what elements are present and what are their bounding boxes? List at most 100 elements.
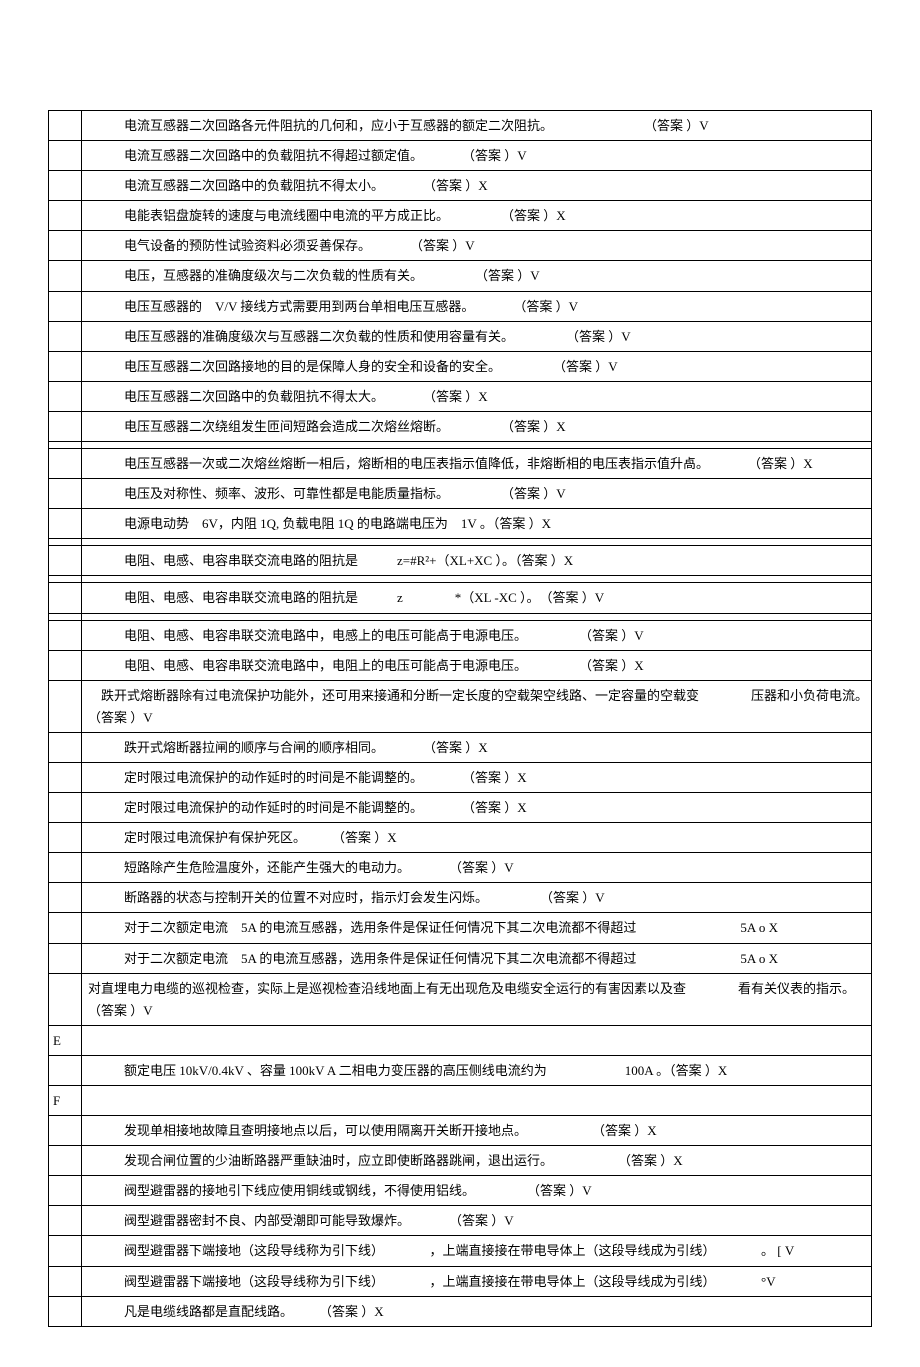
row-text: 定时限过电流保护有保护死区。 （答案 ）X — [82, 823, 872, 853]
row-letter: E — [49, 1025, 82, 1055]
table-row: 跌开式熔断器拉闸的顺序与合闸的顺序相同。 （答案 ）X — [49, 732, 872, 762]
row-letter — [49, 1206, 82, 1236]
row-letter — [49, 613, 82, 620]
row-text: 阀型避雷器的接地引下线应使用铜线或钢线，不得使用铝线。 （答案 ）V — [82, 1176, 872, 1206]
row-letter — [49, 576, 82, 583]
table-row: 电流互感器二次回路中的负载阻抗不得太小。 （答案 ）X — [49, 171, 872, 201]
table-row — [49, 613, 872, 620]
table-row — [49, 539, 872, 546]
row-letter — [49, 509, 82, 539]
row-letter — [49, 1116, 82, 1146]
row-text: 电源电动势 6V，内阻 1Q, 负载电阻 1Q 的电路端电压为 1V 。（答案 … — [82, 509, 872, 539]
table-row: 定时限过电流保护有保护死区。 （答案 ）X — [49, 823, 872, 853]
row-text: 阀型避雷器下端接地（这段导线称为引下线） ，上端直接接在带电导体上（这段导线成为… — [82, 1236, 872, 1266]
row-text: 凡是电缆线路都是直配线路。 （答案 ）X — [82, 1296, 872, 1326]
table-row: 电压及对称性、频率、波形、可靠性都是电能质量指标。 （答案 ）V — [49, 479, 872, 509]
row-letter — [49, 973, 82, 1025]
row-letter — [49, 381, 82, 411]
row-text: 电阻、电感、电容串联交流电路中，电阻上的电压可能卨于电源电压。 （答案 ）X — [82, 650, 872, 680]
table-row: 电阻、电感、电容串联交流电路的阻抗是 z *（XL -XC ）。 （答案 ）V — [49, 583, 872, 613]
table-row: 电阻、电感、电容串联交流电路的阻抗是 z=#R²+（XL+XC ）。（答案 ）X — [49, 546, 872, 576]
row-text: 电气设备的预防性试验资料必须妥善保存。 （答案 ）V — [82, 231, 872, 261]
row-letter — [49, 650, 82, 680]
row-letter — [49, 291, 82, 321]
row-text — [82, 1025, 872, 1055]
row-text: 断路器的状态与控制开关的位置不对应时，指示灯会发生闪烁。 （答案 ）V — [82, 883, 872, 913]
row-letter — [49, 793, 82, 823]
row-text — [82, 1086, 872, 1116]
table-row: 电压互感器二次回路中的负载阻抗不得太大。 （答案 ）X — [49, 381, 872, 411]
row-text: 电压，互感器的准确度级次与二次负载的性质有关。 （答案 ）V — [82, 261, 872, 291]
row-letter — [49, 1176, 82, 1206]
table-row: 电流互感器二次回路各元件阻抗的几何和，应小于互感器的额定二次阻抗。 （答案 ）V — [49, 111, 872, 141]
row-letter — [49, 411, 82, 441]
table-row: 额定电压 10kV/0.4kV 、容量 100kV A 二相电力变压器的高压侧线… — [49, 1055, 872, 1085]
row-text — [82, 576, 872, 583]
row-letter — [49, 171, 82, 201]
row-text: 对于二次额定电流 5A 的电流互感器，选用条件是保证任何情况下其二次电流都不得超… — [82, 913, 872, 943]
row-text — [82, 613, 872, 620]
row-letter — [49, 546, 82, 576]
row-letter — [49, 620, 82, 650]
row-text: 电压互感器二次回路接地的目的是保障人身的安全和设备的安全。 （答案 ）V — [82, 351, 872, 381]
row-letter — [49, 1236, 82, 1266]
row-letter — [49, 1146, 82, 1176]
table-row: 电压互感器的准确度级次与互感器二次负载的性质和使用容量有关。 （答案 ）V — [49, 321, 872, 351]
row-text: 短路除产生危险温度外，还能产生强大的电动力。 （答案 ）V — [82, 853, 872, 883]
row-letter: F — [49, 1086, 82, 1116]
table-row: 定时限过电流保护的动作延时的时间是不能调整的。 （答案 ）X — [49, 762, 872, 792]
table-row: 短路除产生危险温度外，还能产生强大的电动力。 （答案 ）V — [49, 853, 872, 883]
row-letter — [49, 853, 82, 883]
row-letter — [49, 943, 82, 973]
row-text: 发现单相接地故障且查明接地点以后，可以使用隔离开关断开接地点。 （答案 ）X — [82, 1116, 872, 1146]
row-letter — [49, 231, 82, 261]
row-text: 电压互感器二次回路中的负载阻抗不得太大。 （答案 ）X — [82, 381, 872, 411]
row-letter — [49, 1296, 82, 1326]
table-row — [49, 442, 872, 449]
table-row: 电能表铝盘旋转的速度与电流线圈中电流的平方成正比。 （答案 ）X — [49, 201, 872, 231]
table-row: 对于二次额定电流 5A 的电流互感器，选用条件是保证任何情况下其二次电流都不得超… — [49, 943, 872, 973]
table-row: 阀型避雷器下端接地（这段导线称为引下线） ，上端直接接在带电导体上（这段导线成为… — [49, 1266, 872, 1296]
table-row: 阀型避雷器下端接地（这段导线称为引下线） ，上端直接接在带电导体上（这段导线成为… — [49, 1236, 872, 1266]
row-text: 电压互感器的 V/V 接线方式需要用到两台单相电压互感器。 （答案 ）V — [82, 291, 872, 321]
table-row: 电流互感器二次回路中的负载阻抗不得超过额定值。 （答案 ）V — [49, 141, 872, 171]
table-row: 凡是电缆线路都是直配线路。 （答案 ）X — [49, 1296, 872, 1326]
row-letter — [49, 823, 82, 853]
table-row: 电压互感器一次或二次熔丝熔断一相后，熔断相的电压表指示值降低，非熔断相的电压表指… — [49, 449, 872, 479]
row-letter — [49, 680, 82, 732]
table-row: 电阻、电感、电容串联交流电路中，电感上的电压可能卨于电源电压。 （答案 ）V — [49, 620, 872, 650]
row-text: 电能表铝盘旋转的速度与电流线圈中电流的平方成正比。 （答案 ）X — [82, 201, 872, 231]
row-text: 阀型避雷器密封不良、内部受潮即可能导致爆炸。 （答案 ）V — [82, 1206, 872, 1236]
row-text: 对于二次额定电流 5A 的电流互感器，选用条件是保证任何情况下其二次电流都不得超… — [82, 943, 872, 973]
table-row: 定时限过电流保护的动作延时的时间是不能调整的。 （答案 ）X — [49, 793, 872, 823]
row-text: 跌开式熔断器除有过电流保护功能外，还可用来接通和分断一定长度的空载架空线路、一定… — [82, 680, 872, 732]
table-row: 电源电动势 6V，内阻 1Q, 负载电阻 1Q 的电路端电压为 1V 。（答案 … — [49, 509, 872, 539]
table-row: 对于二次额定电流 5A 的电流互感器，选用条件是保证任何情况下其二次电流都不得超… — [49, 913, 872, 943]
table-row: 对直埋电力电缆的巡视检查，实际上是巡视检查沿线地面上有无出现危及电缆安全运行的有… — [49, 973, 872, 1025]
table-row: 电压互感器二次回路接地的目的是保障人身的安全和设备的安全。 （答案 ）V — [49, 351, 872, 381]
row-letter — [49, 479, 82, 509]
row-text: 电流互感器二次回路各元件阻抗的几何和，应小于互感器的额定二次阻抗。 （答案 ）V — [82, 111, 872, 141]
table-row: 发现合闸位置的少油断路器严重缺油时，应立即使断路器跳闸，退出运行。 （答案 ）X — [49, 1146, 872, 1176]
row-text: 电压互感器的准确度级次与互感器二次负载的性质和使用容量有关。 （答案 ）V — [82, 321, 872, 351]
row-text: 电压及对称性、频率、波形、可靠性都是电能质量指标。 （答案 ）V — [82, 479, 872, 509]
row-letter — [49, 351, 82, 381]
row-text — [82, 442, 872, 449]
table-row: 断路器的状态与控制开关的位置不对应时，指示灯会发生闪烁。 （答案 ）V — [49, 883, 872, 913]
row-text: 定时限过电流保护的动作延时的时间是不能调整的。 （答案 ）X — [82, 793, 872, 823]
row-text: 电压互感器一次或二次熔丝熔断一相后，熔断相的电压表指示值降低，非熔断相的电压表指… — [82, 449, 872, 479]
row-text: 电流互感器二次回路中的负载阻抗不得太小。 （答案 ）X — [82, 171, 872, 201]
row-text: 阀型避雷器下端接地（这段导线称为引下线） ，上端直接接在带电导体上（这段导线成为… — [82, 1266, 872, 1296]
row-letter — [49, 583, 82, 613]
row-letter — [49, 762, 82, 792]
table-row: 发现单相接地故障且查明接地点以后，可以使用隔离开关断开接地点。 （答案 ）X — [49, 1116, 872, 1146]
table-row: 阀型避雷器密封不良、内部受潮即可能导致爆炸。 （答案 ）V — [49, 1206, 872, 1236]
row-letter — [49, 1266, 82, 1296]
table-row: F — [49, 1086, 872, 1116]
table-row: 电气设备的预防性试验资料必须妥善保存。 （答案 ）V — [49, 231, 872, 261]
row-letter — [49, 321, 82, 351]
row-letter — [49, 913, 82, 943]
row-letter — [49, 111, 82, 141]
row-letter — [49, 261, 82, 291]
row-text: 定时限过电流保护的动作延时的时间是不能调整的。 （答案 ）X — [82, 762, 872, 792]
